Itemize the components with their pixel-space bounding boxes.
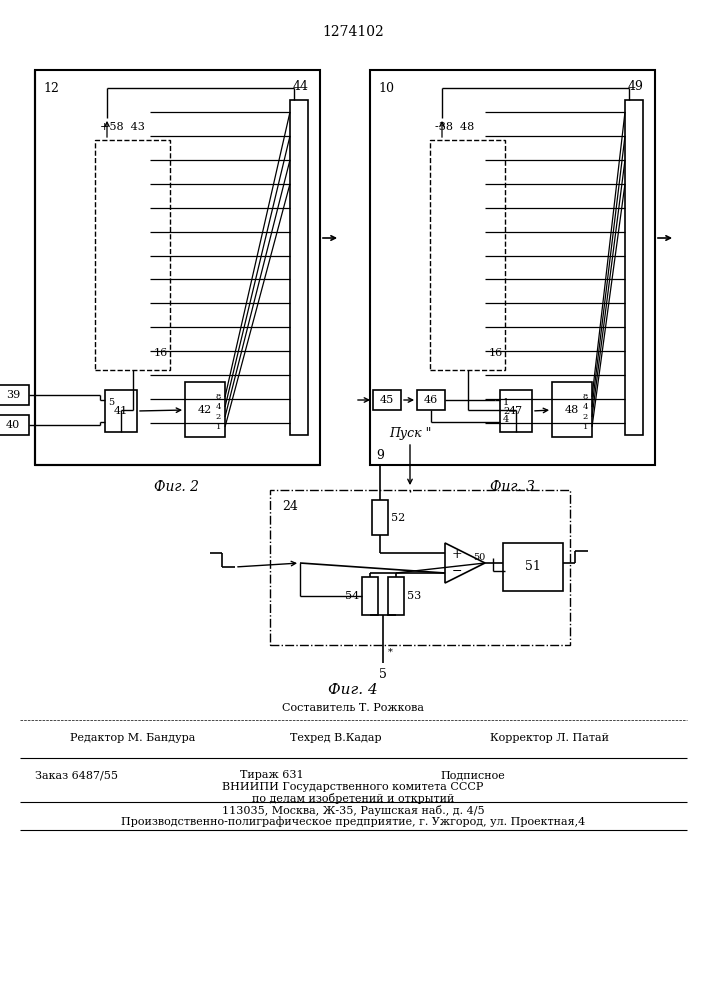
Bar bbox=[370, 70, 655, 465]
Text: 5: 5 bbox=[379, 668, 387, 681]
Polygon shape bbox=[445, 543, 485, 583]
Text: 48: 48 bbox=[565, 405, 579, 415]
Text: 41: 41 bbox=[114, 406, 128, 416]
Bar bbox=[35, 70, 320, 465]
Text: 8: 8 bbox=[583, 393, 588, 401]
Text: 4: 4 bbox=[216, 403, 221, 411]
Text: Производственно-полиграфическое предприятие, г. Ужгород, ул. Проектная,4: Производственно-полиграфическое предприя… bbox=[121, 817, 585, 827]
Text: −: − bbox=[452, 564, 462, 578]
Bar bbox=[417, 390, 445, 410]
Text: Подписное: Подписное bbox=[440, 770, 505, 780]
Text: Фиг. 4: Фиг. 4 bbox=[328, 683, 378, 697]
Text: 40: 40 bbox=[6, 420, 20, 430]
Text: Фиг. 2: Фиг. 2 bbox=[155, 480, 199, 494]
Bar bbox=[552, 382, 592, 437]
Bar bbox=[430, 140, 505, 370]
Text: 42: 42 bbox=[198, 405, 212, 415]
Text: 50: 50 bbox=[473, 554, 485, 562]
Text: +58  43: +58 43 bbox=[100, 122, 145, 132]
Text: 4: 4 bbox=[583, 403, 588, 411]
Text: *: * bbox=[388, 648, 393, 657]
Bar bbox=[95, 140, 170, 370]
Text: 46: 46 bbox=[424, 395, 438, 405]
Text: 44: 44 bbox=[293, 80, 309, 93]
Text: 1: 1 bbox=[583, 423, 588, 431]
Bar bbox=[105, 390, 137, 432]
Text: ВНИИПИ Государственного комитета СССР: ВНИИПИ Государственного комитета СССР bbox=[222, 782, 484, 792]
Text: Корректор Л. Патай: Корректор Л. Патай bbox=[490, 733, 609, 743]
Text: +: + bbox=[452, 548, 462, 562]
Text: 2: 2 bbox=[583, 413, 588, 421]
Text: 52: 52 bbox=[391, 513, 405, 523]
Text: 16: 16 bbox=[153, 348, 168, 358]
Bar bbox=[625, 100, 643, 435]
Bar bbox=[362, 577, 378, 615]
Text: 47: 47 bbox=[509, 406, 523, 416]
Text: 9: 9 bbox=[376, 449, 384, 462]
Text: Техред В.Кадар: Техред В.Кадар bbox=[290, 733, 382, 743]
Bar bbox=[503, 543, 563, 591]
Text: по делам изобретений и открытий: по делам изобретений и открытий bbox=[252, 794, 454, 804]
Text: Заказ 6487/55: Заказ 6487/55 bbox=[35, 770, 118, 780]
Text: 12: 12 bbox=[43, 82, 59, 95]
Text: 10: 10 bbox=[378, 82, 394, 95]
Text: 1274102: 1274102 bbox=[322, 25, 384, 39]
Text: -38  48: -38 48 bbox=[435, 122, 474, 132]
Text: 45: 45 bbox=[380, 395, 394, 405]
Text: 39: 39 bbox=[6, 390, 20, 400]
Bar bbox=[0, 415, 29, 435]
Text: Пуск ": Пуск " bbox=[389, 427, 431, 440]
Text: 53: 53 bbox=[407, 591, 421, 601]
Text: 24: 24 bbox=[282, 500, 298, 513]
Text: 54: 54 bbox=[345, 591, 359, 601]
Text: 2: 2 bbox=[216, 413, 221, 421]
Bar bbox=[500, 390, 532, 432]
Text: 2: 2 bbox=[503, 406, 509, 416]
Text: 5: 5 bbox=[108, 398, 114, 407]
Text: 1: 1 bbox=[216, 423, 221, 431]
Text: 16: 16 bbox=[489, 348, 503, 358]
Text: 4: 4 bbox=[503, 415, 509, 424]
Bar bbox=[372, 500, 388, 535]
Bar bbox=[185, 382, 225, 437]
Text: 113035, Москва, Ж-35, Раушская наб., д. 4/5: 113035, Москва, Ж-35, Раушская наб., д. … bbox=[222, 806, 484, 816]
Text: 51: 51 bbox=[525, 560, 541, 574]
Bar bbox=[0, 385, 29, 405]
Text: Составитель Т. Рожкова: Составитель Т. Рожкова bbox=[282, 703, 424, 713]
Bar bbox=[290, 100, 308, 435]
Text: Фиг. 3: Фиг. 3 bbox=[489, 480, 534, 494]
Text: 8: 8 bbox=[216, 393, 221, 401]
Text: Редактор М. Бандура: Редактор М. Бандура bbox=[70, 733, 195, 743]
Text: 49: 49 bbox=[628, 80, 644, 93]
Text: 1: 1 bbox=[503, 398, 509, 407]
Bar bbox=[373, 390, 401, 410]
Bar bbox=[388, 577, 404, 615]
Text: Тираж 631: Тираж 631 bbox=[240, 770, 303, 780]
Bar bbox=[270, 490, 570, 645]
